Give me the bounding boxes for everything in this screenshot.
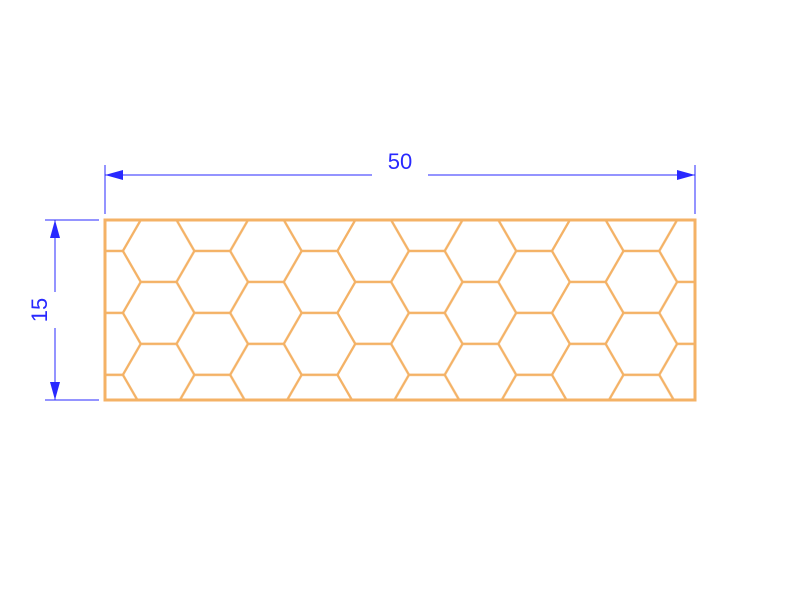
dimension-height: 15 xyxy=(27,220,99,400)
dimension-width: 50 xyxy=(105,149,695,214)
honeycomb-fill xyxy=(105,220,695,400)
dimension-height-label: 15 xyxy=(27,298,52,322)
dimension-width-label: 50 xyxy=(388,149,412,174)
profile-cross-section xyxy=(105,220,695,400)
